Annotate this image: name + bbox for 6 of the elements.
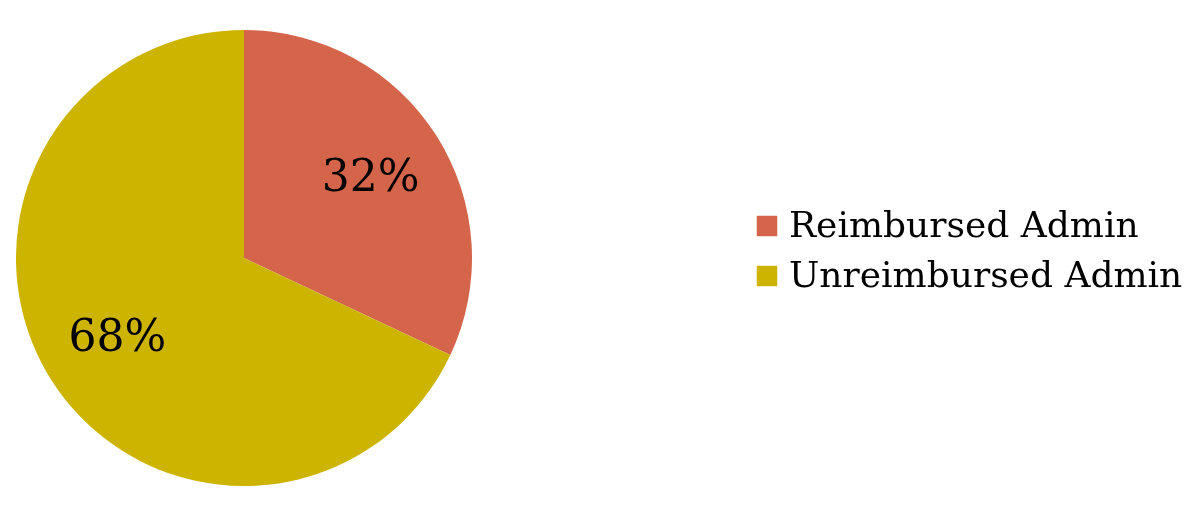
pie-slice	[244, 30, 472, 356]
pie-slice	[16, 30, 451, 486]
legend-label: Reimbursed Admin	[789, 204, 1139, 245]
legend-label: Unreimbursed Admin	[789, 254, 1183, 295]
data-label: 68%	[68, 310, 167, 362]
data-label: 32%	[321, 149, 420, 201]
